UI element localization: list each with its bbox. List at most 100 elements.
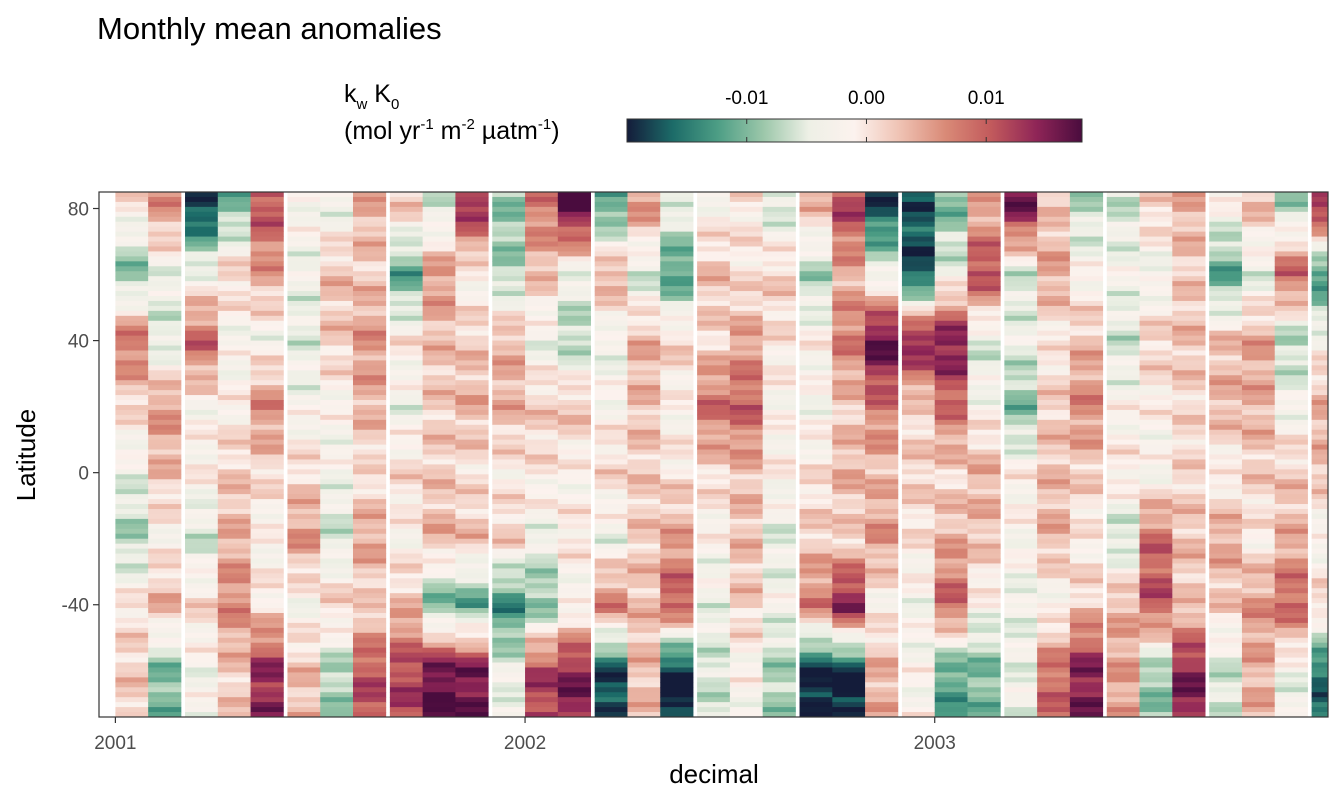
heatmap-tile bbox=[1209, 528, 1243, 535]
heatmap-tile bbox=[594, 667, 628, 673]
heatmap-tile bbox=[1209, 627, 1243, 634]
heatmap-tile bbox=[832, 201, 866, 208]
heatmap-tile bbox=[287, 677, 321, 683]
heatmap-tile bbox=[967, 241, 1001, 247]
heatmap-tile bbox=[1069, 246, 1104, 252]
heatmap-tile bbox=[627, 206, 661, 213]
chart-title: Monthly mean anomalies bbox=[97, 11, 442, 46]
heatmap-tile bbox=[1139, 320, 1173, 327]
heatmap-tile bbox=[799, 375, 833, 381]
heatmap-tile bbox=[287, 612, 321, 619]
heatmap-tile bbox=[1004, 375, 1038, 381]
heatmap-tile bbox=[1106, 271, 1140, 277]
heatmap-tile bbox=[217, 454, 251, 460]
heatmap-tile bbox=[389, 231, 424, 237]
heatmap-tile bbox=[1106, 434, 1140, 441]
heatmap-tile bbox=[967, 617, 1001, 624]
heatmap-tile bbox=[422, 310, 456, 317]
heatmap-tile bbox=[320, 494, 354, 500]
heatmap-tile bbox=[148, 300, 182, 307]
heatmap-tile bbox=[967, 281, 1001, 287]
heatmap-tile bbox=[250, 697, 284, 703]
heatmap-tile bbox=[729, 543, 764, 550]
heatmap-tile bbox=[1069, 474, 1104, 480]
heatmap-tile bbox=[729, 637, 764, 644]
heatmap-tile bbox=[762, 474, 796, 480]
heatmap-tile bbox=[697, 598, 731, 604]
heatmap-tile bbox=[492, 687, 526, 693]
heatmap-tile bbox=[492, 632, 526, 639]
heatmap-tile bbox=[594, 216, 628, 223]
heatmap-tile bbox=[901, 300, 936, 307]
heatmap-tile bbox=[594, 434, 628, 441]
heatmap-tile bbox=[1274, 523, 1308, 530]
heatmap-tile bbox=[320, 583, 354, 589]
heatmap-tile bbox=[967, 632, 1001, 639]
heatmap-tile bbox=[1209, 365, 1243, 371]
heatmap-tile bbox=[967, 558, 1001, 564]
heatmap-tile bbox=[455, 612, 489, 619]
heatmap-tile bbox=[1274, 662, 1308, 668]
heatmap-tile bbox=[115, 518, 149, 525]
heatmap-tile bbox=[1241, 479, 1276, 485]
heatmap-tile bbox=[557, 365, 591, 371]
heatmap-tile bbox=[729, 672, 764, 678]
heatmap-tile bbox=[594, 682, 628, 688]
heatmap-tile bbox=[799, 439, 833, 445]
heatmap-tile bbox=[250, 370, 284, 376]
heatmap-tile bbox=[660, 499, 694, 505]
heatmap-tile bbox=[967, 548, 1001, 554]
heatmap-tile bbox=[422, 211, 456, 218]
heatmap-tile bbox=[594, 261, 628, 267]
heatmap-tile bbox=[185, 712, 219, 717]
heatmap-tile bbox=[320, 588, 354, 594]
heatmap-tile bbox=[627, 612, 661, 619]
heatmap-tile bbox=[1106, 523, 1140, 530]
heatmap-tile bbox=[799, 667, 833, 673]
heatmap-tile bbox=[217, 697, 251, 703]
heatmap-tile bbox=[1139, 419, 1173, 426]
heatmap-tile bbox=[1139, 697, 1173, 703]
heatmap-tile bbox=[1311, 335, 1328, 341]
heatmap-tile bbox=[1069, 419, 1104, 426]
heatmap-tile bbox=[525, 533, 559, 540]
heatmap-tile bbox=[934, 459, 968, 465]
heatmap-tile bbox=[1004, 603, 1038, 609]
heatmap-tile bbox=[115, 454, 149, 460]
heatmap-tile bbox=[1106, 508, 1140, 515]
heatmap-tile bbox=[901, 563, 936, 569]
heatmap-tile bbox=[557, 305, 591, 312]
heatmap-tile bbox=[967, 201, 1001, 208]
heatmap-tile bbox=[1106, 513, 1140, 520]
heatmap-tile bbox=[455, 578, 489, 584]
heatmap-tile bbox=[594, 439, 628, 445]
heatmap-tile bbox=[185, 360, 219, 366]
heatmap-tile bbox=[660, 652, 694, 658]
heatmap-tile bbox=[1172, 568, 1206, 574]
heatmap-tile bbox=[967, 499, 1001, 505]
heatmap-tile bbox=[389, 375, 424, 381]
heatmap-tile bbox=[1274, 528, 1308, 535]
heatmap-tile bbox=[901, 702, 936, 708]
heatmap-tile bbox=[934, 548, 968, 554]
heatmap-tile bbox=[729, 523, 764, 530]
heatmap-tile bbox=[1209, 291, 1243, 297]
heatmap-tile bbox=[148, 340, 182, 346]
heatmap-tile bbox=[115, 677, 149, 683]
heatmap-tile bbox=[901, 400, 936, 406]
heatmap-tile bbox=[627, 305, 661, 312]
heatmap-tile bbox=[660, 444, 694, 450]
heatmap-tile bbox=[901, 206, 936, 213]
heatmap-tile bbox=[455, 657, 489, 663]
heatmap-tile bbox=[762, 429, 796, 436]
heatmap-tile bbox=[901, 449, 936, 455]
heatmap-tile bbox=[250, 469, 284, 475]
heatmap-tile bbox=[1172, 494, 1206, 500]
heatmap-tile bbox=[1274, 657, 1308, 663]
heatmap-tile bbox=[762, 251, 796, 257]
heatmap-tile bbox=[455, 404, 489, 411]
heatmap-tile bbox=[1004, 365, 1038, 371]
heatmap-tile bbox=[967, 256, 1001, 262]
heatmap-tile bbox=[1069, 647, 1104, 654]
heatmap-tile bbox=[799, 657, 833, 663]
